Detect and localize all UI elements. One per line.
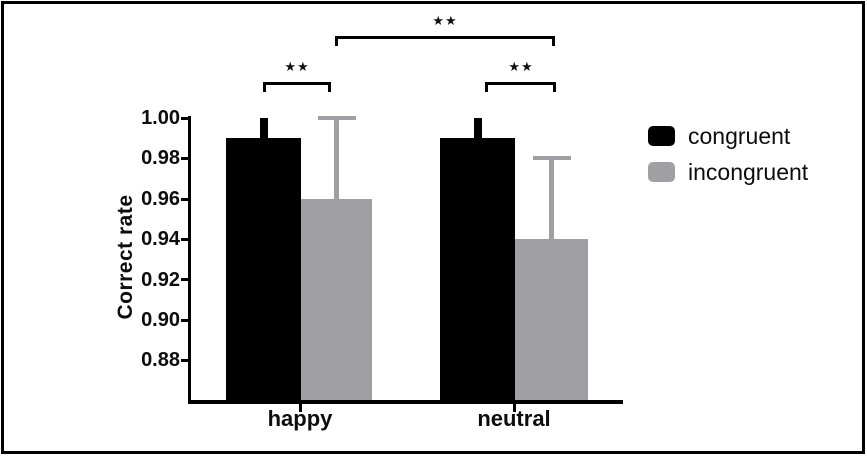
error-bar-neutral-incongruent	[549, 158, 554, 240]
error-bar-cap-happy-incongruent	[317, 116, 356, 120]
y-tick-mark	[181, 197, 189, 201]
significance-stars: ★★	[508, 60, 534, 75]
error-bar-cap-neutral-incongruent	[532, 156, 571, 161]
significance-bracket-happy-pair	[263, 82, 331, 92]
x-tick-mark	[299, 404, 302, 412]
y-tick-mark	[181, 278, 189, 281]
legend: congruent incongruent	[648, 124, 808, 184]
y-tick-label: 0.90	[141, 309, 180, 331]
legend-swatch-congruent	[648, 126, 675, 146]
x-tick-mark	[513, 404, 516, 412]
y-tick-mark	[181, 157, 189, 160]
bar-happy-congruent	[226, 138, 301, 402]
error-bar-happy-congruent	[259, 118, 268, 139]
x-axis-line	[188, 400, 623, 404]
y-tick-label: 0.98	[141, 147, 180, 169]
legend-swatch-incongruent	[648, 162, 675, 182]
y-tick-mark	[181, 238, 189, 241]
y-tick-label: 0.92	[141, 269, 180, 291]
significance-bracket-incongruent-pair	[335, 36, 555, 46]
y-tick-label: 0.88	[141, 349, 180, 371]
y-axis-line	[188, 116, 191, 404]
significance-stars: ★★	[432, 14, 458, 29]
error-bar-happy-incongruent	[334, 118, 339, 199]
y-axis-title: Correct rate	[114, 194, 137, 320]
y-tick-label: 0.94	[141, 228, 180, 250]
bar-neutral-congruent	[440, 138, 515, 402]
bar-happy-incongruent	[301, 198, 372, 402]
legend-item-congruent: congruent	[648, 124, 808, 148]
y-tick-label: 0.96	[141, 188, 180, 210]
y-tick-mark	[181, 116, 189, 120]
legend-item-incongruent: incongruent	[648, 160, 808, 184]
y-tick-mark	[181, 359, 189, 362]
error-bar-neutral-congruent	[473, 118, 482, 139]
legend-label: incongruent	[688, 159, 809, 185]
significance-bracket-neutral-pair	[485, 82, 556, 92]
significance-stars: ★★	[284, 60, 310, 75]
y-tick-label: 1.00	[141, 107, 180, 129]
y-tick-mark	[181, 318, 189, 322]
bar-neutral-incongruent	[515, 239, 588, 402]
legend-label: congruent	[688, 123, 791, 149]
